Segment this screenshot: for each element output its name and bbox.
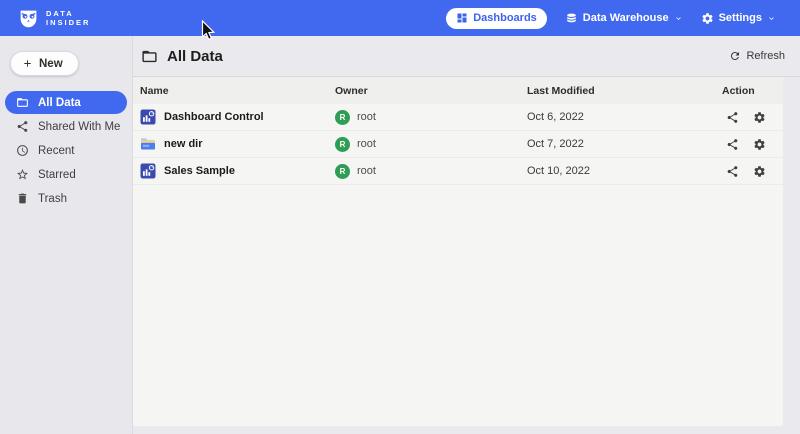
owl-logo-icon	[18, 8, 39, 29]
sidebar-nav: All Data Shared With Me Recent	[0, 91, 132, 210]
owner-cell: R root	[335, 163, 527, 179]
file-name: Dashboard Control	[164, 111, 264, 123]
chevron-down-icon	[674, 14, 683, 23]
owner-name: root	[357, 165, 376, 177]
owner-cell: R root	[335, 136, 527, 152]
file-name: Sales Sample	[164, 165, 235, 177]
chevron-down-icon	[767, 14, 776, 23]
file-table: Name Owner Last Modified Action	[133, 77, 783, 426]
owner-avatar: R	[335, 136, 350, 152]
sidebar-item-recent[interactable]: Recent	[5, 139, 127, 162]
settings-button[interactable]	[753, 138, 766, 151]
sidebar-item-label: Starred	[38, 168, 76, 181]
column-header-name: Name	[140, 84, 169, 97]
table-header: Name Owner Last Modified Action	[133, 77, 783, 104]
page-title: All Data	[167, 47, 223, 65]
sidebar-item-label: Shared With Me	[38, 120, 121, 133]
clock-icon	[16, 144, 29, 157]
owner-cell: R root	[335, 109, 527, 125]
app-logo[interactable]: DATA INSIDER	[18, 8, 90, 29]
table-row[interactable]: Dashboard Control R root Oct 6, 2022	[133, 104, 783, 131]
gear-icon	[701, 12, 714, 25]
actions-cell	[722, 138, 783, 151]
folder-file-icon	[140, 136, 156, 152]
settings-menu[interactable]: Settings	[701, 12, 776, 25]
settings-button[interactable]	[753, 165, 766, 178]
folder-icon	[16, 96, 29, 109]
last-modified-date: Oct 10, 2022	[527, 165, 590, 177]
content-area: New All Data Shared With Me	[0, 36, 800, 434]
settings-button[interactable]	[753, 111, 766, 124]
data-warehouse-label: Data Warehouse	[582, 12, 669, 24]
database-icon	[565, 12, 578, 25]
table-row[interactable]: Sales Sample R root Oct 10, 2022	[133, 158, 783, 185]
dashboard-icon	[456, 12, 468, 24]
sidebar-item-shared-with-me[interactable]: Shared With Me	[5, 115, 127, 138]
sidebar-item-label: Trash	[38, 192, 67, 205]
owner-name: root	[357, 111, 376, 123]
sidebar-item-label: Recent	[38, 144, 75, 157]
folder-icon	[141, 48, 158, 65]
table-row[interactable]: new dir R root Oct 7, 2022	[133, 131, 783, 158]
share-button[interactable]	[726, 111, 739, 124]
owner-avatar: R	[335, 163, 350, 179]
share-button[interactable]	[726, 138, 739, 151]
page-header: All Data Refresh	[133, 36, 800, 77]
file-name: new dir	[164, 138, 203, 150]
name-cell: Sales Sample	[140, 163, 335, 179]
dashboard-file-icon	[140, 109, 156, 125]
sidebar: New All Data Shared With Me	[0, 36, 133, 434]
share-icon	[16, 120, 29, 133]
app-title: DATA INSIDER	[46, 9, 90, 27]
column-header-last-modified: Last Modified	[527, 84, 595, 97]
actions-cell	[722, 111, 783, 124]
name-cell: new dir	[140, 136, 335, 152]
column-header-owner: Owner	[335, 84, 368, 97]
refresh-label: Refresh	[746, 50, 785, 62]
refresh-button[interactable]: Refresh	[729, 50, 785, 62]
dashboards-label: Dashboards	[473, 12, 537, 24]
trash-icon	[16, 192, 29, 205]
last-modified-date: Oct 6, 2022	[527, 111, 584, 123]
settings-label: Settings	[718, 12, 762, 24]
dashboards-button[interactable]: Dashboards	[446, 7, 547, 29]
dashboard-file-icon	[140, 163, 156, 179]
top-navigation: Dashboards Data Warehouse	[446, 7, 776, 29]
sidebar-item-all-data[interactable]: All Data	[5, 91, 127, 114]
name-cell: Dashboard Control	[140, 109, 335, 125]
owner-avatar: R	[335, 109, 350, 125]
plus-icon	[22, 58, 33, 69]
sidebar-item-label: All Data	[38, 96, 81, 109]
logo-line-1: DATA	[46, 9, 74, 18]
share-button[interactable]	[726, 165, 739, 178]
logo-line-2: INSIDER	[46, 18, 91, 27]
column-header-action: Action	[722, 84, 755, 97]
star-icon	[16, 168, 29, 181]
new-button-label: New	[39, 57, 63, 70]
sidebar-item-starred[interactable]: Starred	[5, 163, 127, 186]
last-modified-date: Oct 7, 2022	[527, 138, 584, 150]
owner-name: root	[357, 138, 376, 150]
main-panel: All Data Refresh Name Owner Last Modifie…	[133, 36, 800, 434]
data-warehouse-menu[interactable]: Data Warehouse	[565, 12, 683, 25]
topbar: DATA INSIDER Dashboards Data W	[0, 0, 800, 36]
refresh-icon	[729, 50, 741, 62]
sidebar-item-trash[interactable]: Trash	[5, 187, 127, 210]
new-button[interactable]: New	[10, 51, 79, 76]
actions-cell	[722, 165, 783, 178]
